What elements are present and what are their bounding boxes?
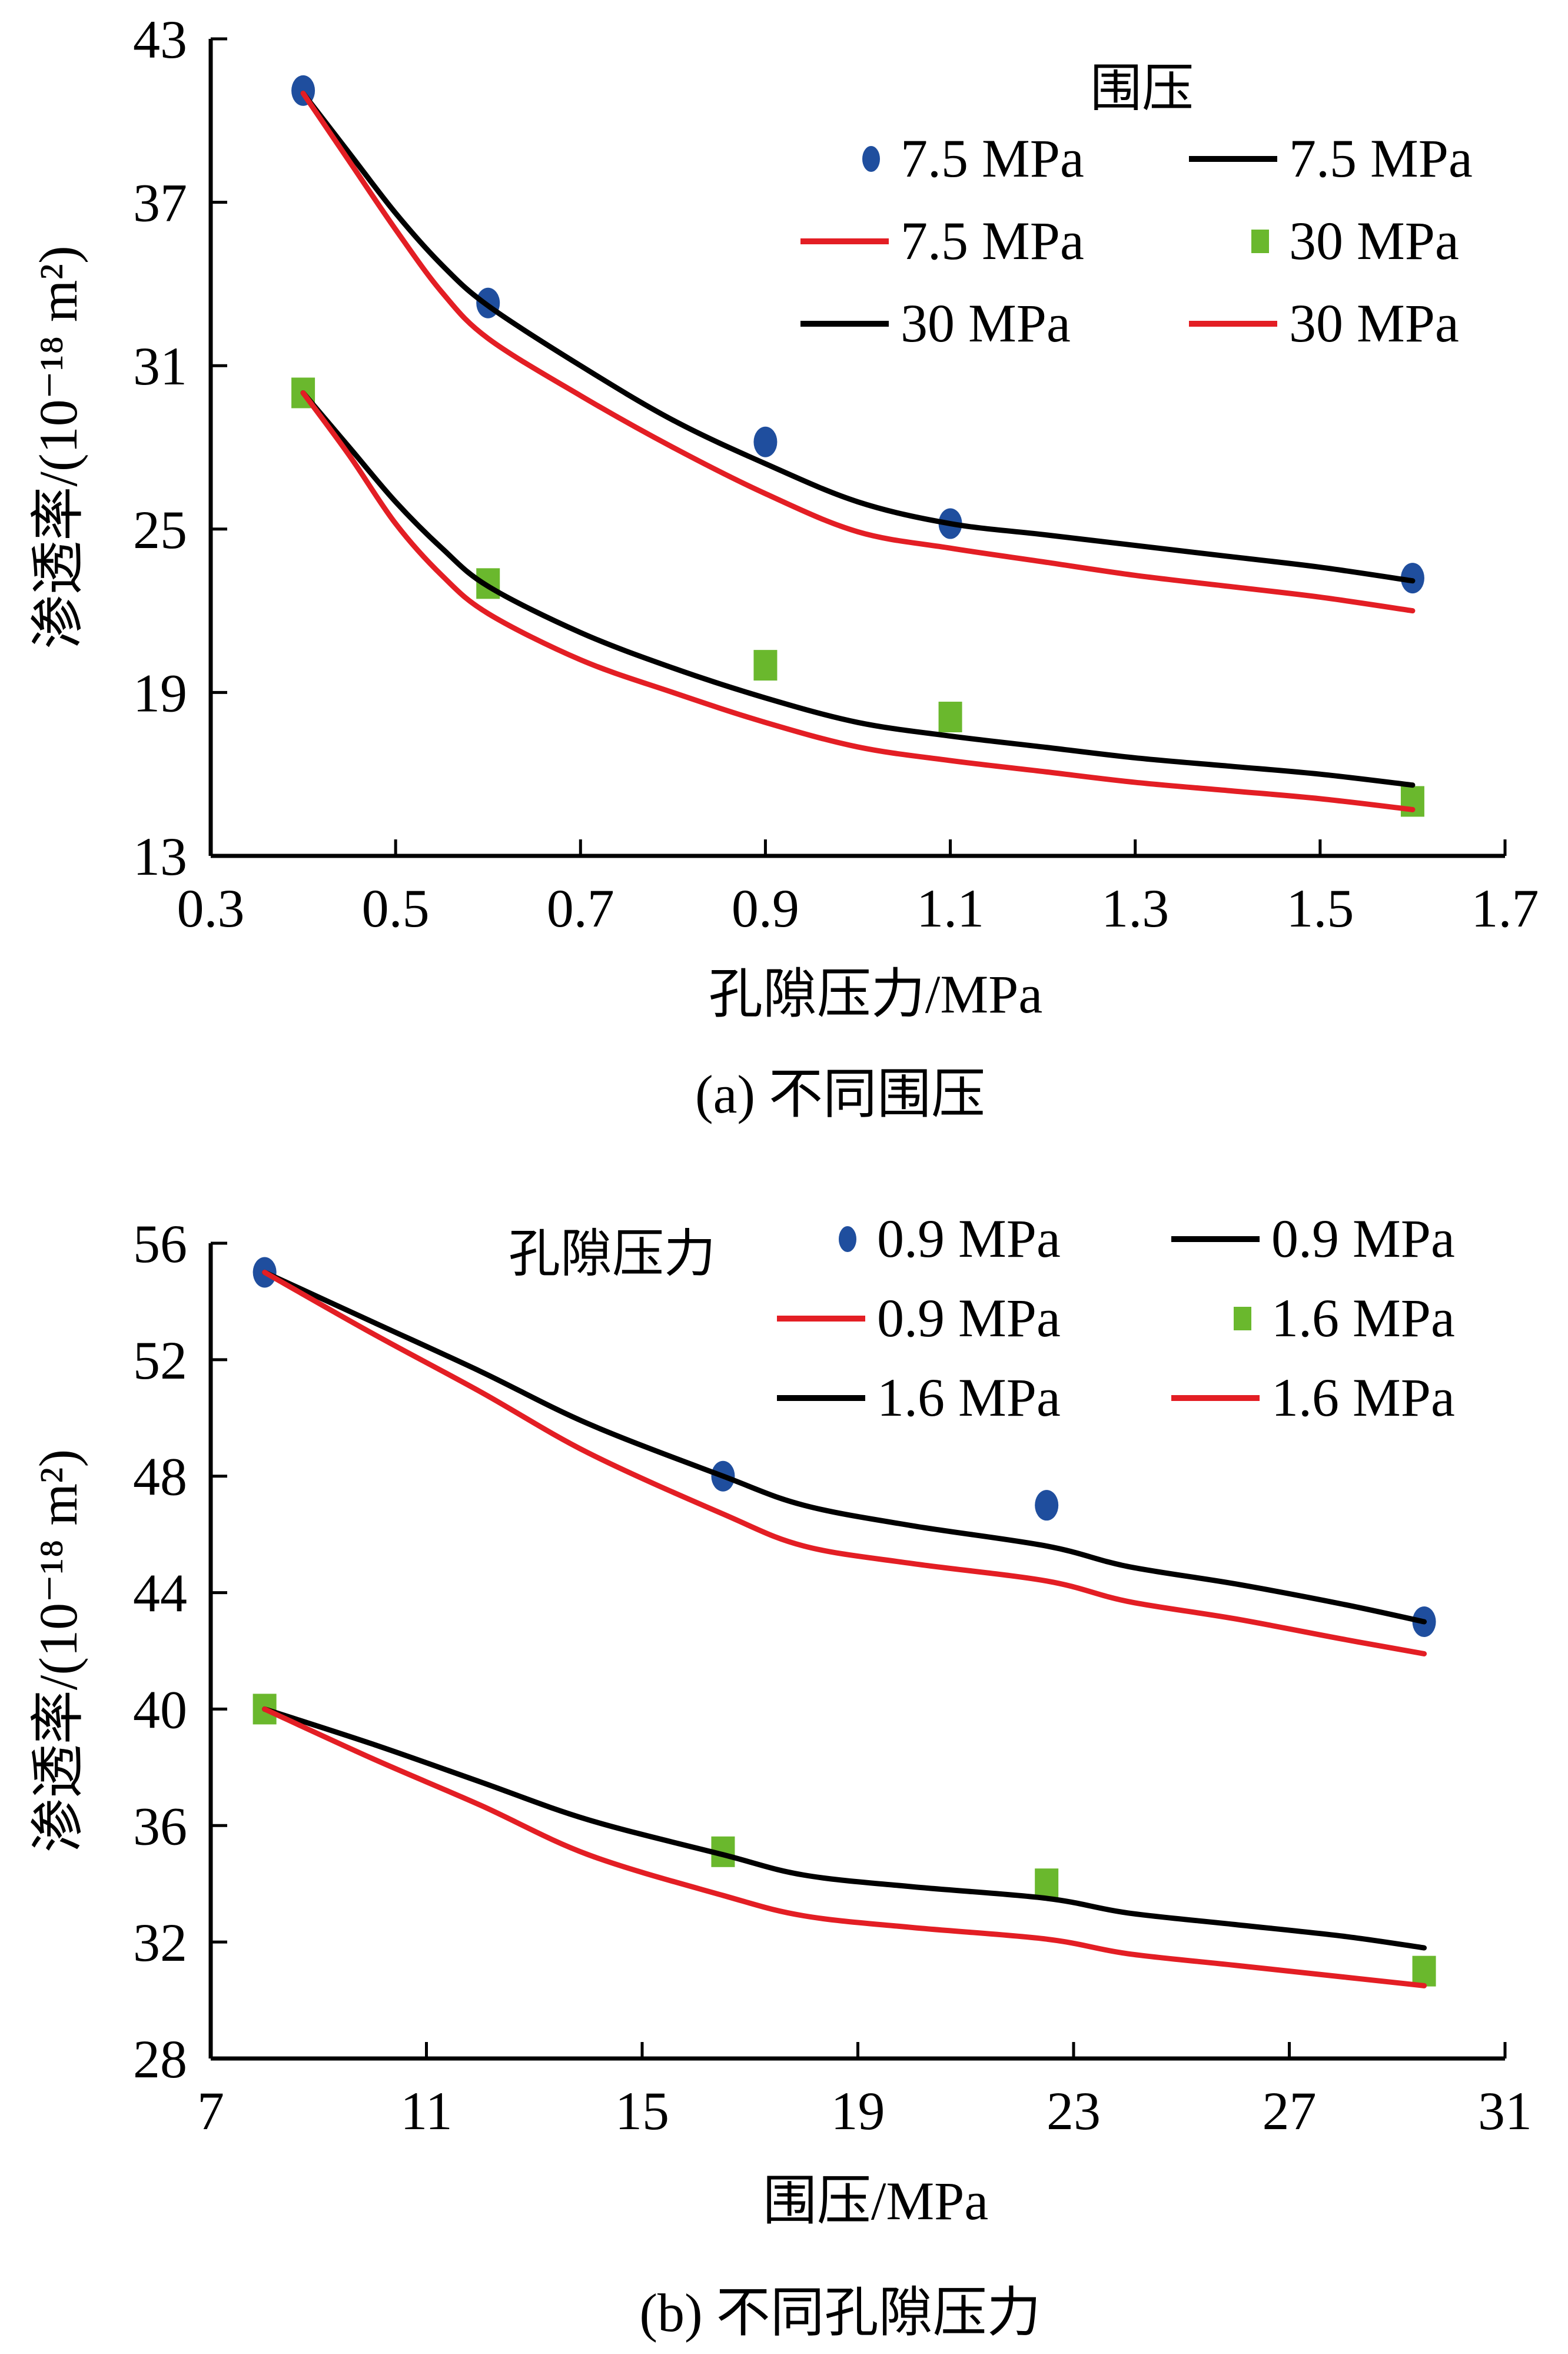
fit-line-black — [300, 91, 1416, 584]
x-axis-title: 围压/MPa — [763, 2171, 988, 2231]
legend-entry: 0.9 MPa — [777, 1288, 1061, 1348]
legend-label: 30 MPa — [1289, 293, 1459, 353]
y-axis-title: 渗透率/(10⁻¹⁸ m²) — [28, 245, 88, 649]
legend-entry: 7.5 MPa — [800, 211, 1084, 271]
series-line-5 — [262, 1706, 1427, 1988]
x-tick-label: 19 — [831, 2081, 885, 2141]
legend-label: 7.5 MPa — [1289, 128, 1473, 188]
fit-line-red — [262, 1706, 1427, 1988]
series-line-2 — [262, 1269, 1427, 1656]
y-tick-label: 56 — [133, 1214, 187, 1274]
x-tick-label: 0.9 — [732, 878, 799, 938]
legend-label: 1.6 MPa — [1271, 1288, 1455, 1348]
x-tick-label: 0.3 — [177, 878, 245, 938]
legend-circle-swatch — [862, 146, 880, 172]
series-line-1 — [300, 91, 1416, 584]
x-tick-label: 1.7 — [1471, 878, 1539, 938]
y-tick-label: 13 — [133, 826, 187, 887]
panel-caption: (a) 不同围压 — [695, 1064, 985, 1124]
legend-label: 7.5 MPa — [901, 211, 1084, 271]
fit-line-black — [262, 1706, 1427, 1951]
legend-circle-swatch — [839, 1226, 856, 1252]
legend-label: 7.5 MPa — [901, 128, 1084, 188]
legend-entry: 0.9 MPa — [839, 1208, 1061, 1269]
data-point-circle — [753, 426, 778, 457]
x-tick-label: 11 — [400, 2081, 453, 2141]
y-tick-label: 28 — [133, 2029, 187, 2089]
y-tick-label: 52 — [133, 1330, 187, 1390]
data-point-circle — [1400, 563, 1424, 594]
series-square-3 — [253, 1694, 1436, 1987]
x-tick-label: 31 — [1478, 2081, 1532, 2141]
x-axis-title: 孔隙压力/MPa — [709, 964, 1042, 1024]
series-line-4 — [262, 1706, 1427, 1951]
fit-line-red — [262, 1269, 1427, 1656]
data-point-square — [1035, 1868, 1059, 1900]
series-line-2 — [300, 91, 1416, 614]
x-tick-label: 27 — [1263, 2081, 1317, 2141]
legend-entry: 7.5 MPa — [862, 128, 1084, 188]
legend-title: 围压 — [1090, 58, 1194, 118]
fit-line-black — [300, 390, 1416, 788]
series-line-1 — [262, 1269, 1427, 1625]
y-tick-label: 48 — [133, 1447, 187, 1507]
y-tick-label: 44 — [133, 1563, 187, 1623]
data-point-square — [1412, 1955, 1436, 1987]
x-tick-label: 1.5 — [1286, 878, 1354, 938]
x-tick-label: 1.1 — [916, 878, 984, 938]
series-line-5 — [300, 390, 1416, 812]
chart-panel-b: 28 32 36 40 44 48 52 56 7 11 15 19 23 27 31 围压/MPa 渗透率/(… — [28, 1208, 1532, 2343]
legend: 孔隙压力 0.9 MPa 0.9 MPa 0.9 MPa 1.6 MPa 1.6 MPa 1… — [509, 1208, 1455, 1427]
x-tick-label: 1.3 — [1101, 878, 1169, 938]
x-tick-label: 0.5 — [362, 878, 430, 938]
data-point-square — [938, 702, 962, 733]
y-tick-label: 32 — [133, 1913, 187, 1973]
legend-entry: 1.6 MPa — [777, 1367, 1061, 1427]
x-tick-label: 15 — [615, 2081, 669, 2141]
x-tick-label: 7 — [197, 2081, 224, 2141]
legend-entry: 1.6 MPa — [1234, 1288, 1455, 1348]
legend-entry: 1.6 MPa — [1171, 1367, 1455, 1427]
legend-entry: 30 MPa — [1251, 211, 1459, 271]
legend-entry: 30 MPa — [1189, 293, 1459, 353]
fit-line-red — [300, 390, 1416, 812]
fit-line-red — [300, 91, 1416, 614]
legend-label: 1.6 MPa — [1271, 1367, 1455, 1427]
series-circle-0 — [291, 75, 1424, 594]
legend-square-swatch — [1251, 230, 1269, 253]
panel-caption: (b) 不同孔隙压力 — [639, 2283, 1041, 2343]
legend-entry: 7.5 MPa — [1189, 128, 1473, 188]
x-tick-label: 23 — [1047, 2081, 1101, 2141]
y-tick-label: 25 — [133, 500, 187, 560]
legend-label: 0.9 MPa — [1271, 1208, 1455, 1269]
y-tick-label: 37 — [133, 173, 187, 233]
y-axis-title: 渗透率/(10⁻¹⁸ m²) — [28, 1449, 88, 1852]
y-tick-label: 40 — [133, 1679, 187, 1739]
y-tick-label: 36 — [133, 1796, 187, 1856]
legend-square-swatch — [1234, 1307, 1251, 1330]
legend-label: 1.6 MPa — [877, 1367, 1061, 1427]
legend-label: 30 MPa — [901, 293, 1071, 353]
data-point-circle — [1035, 1490, 1059, 1521]
legend-entry: 30 MPa — [800, 293, 1071, 353]
legend-label: 30 MPa — [1289, 211, 1459, 271]
series-circle-0 — [253, 1257, 1436, 1638]
fit-line-black — [262, 1269, 1427, 1625]
x-tick-label: 0.7 — [547, 878, 614, 938]
y-tick-label: 19 — [133, 663, 187, 723]
legend-label: 0.9 MPa — [877, 1288, 1061, 1348]
legend-title: 孔隙压力 — [509, 1223, 716, 1284]
legend-label: 0.9 MPa — [877, 1208, 1061, 1269]
y-tick-label: 43 — [133, 9, 187, 69]
legend-entry: 0.9 MPa — [1171, 1208, 1455, 1269]
series-line-4 — [300, 390, 1416, 788]
y-tick-label: 31 — [133, 336, 187, 396]
chart-panel-a: 13 19 25 31 37 43 0.3 0.5 0.7 0.9 1.1 1.3 1.5 1.7 孔隙压力… — [28, 9, 1539, 1124]
data-point-square — [753, 650, 778, 681]
